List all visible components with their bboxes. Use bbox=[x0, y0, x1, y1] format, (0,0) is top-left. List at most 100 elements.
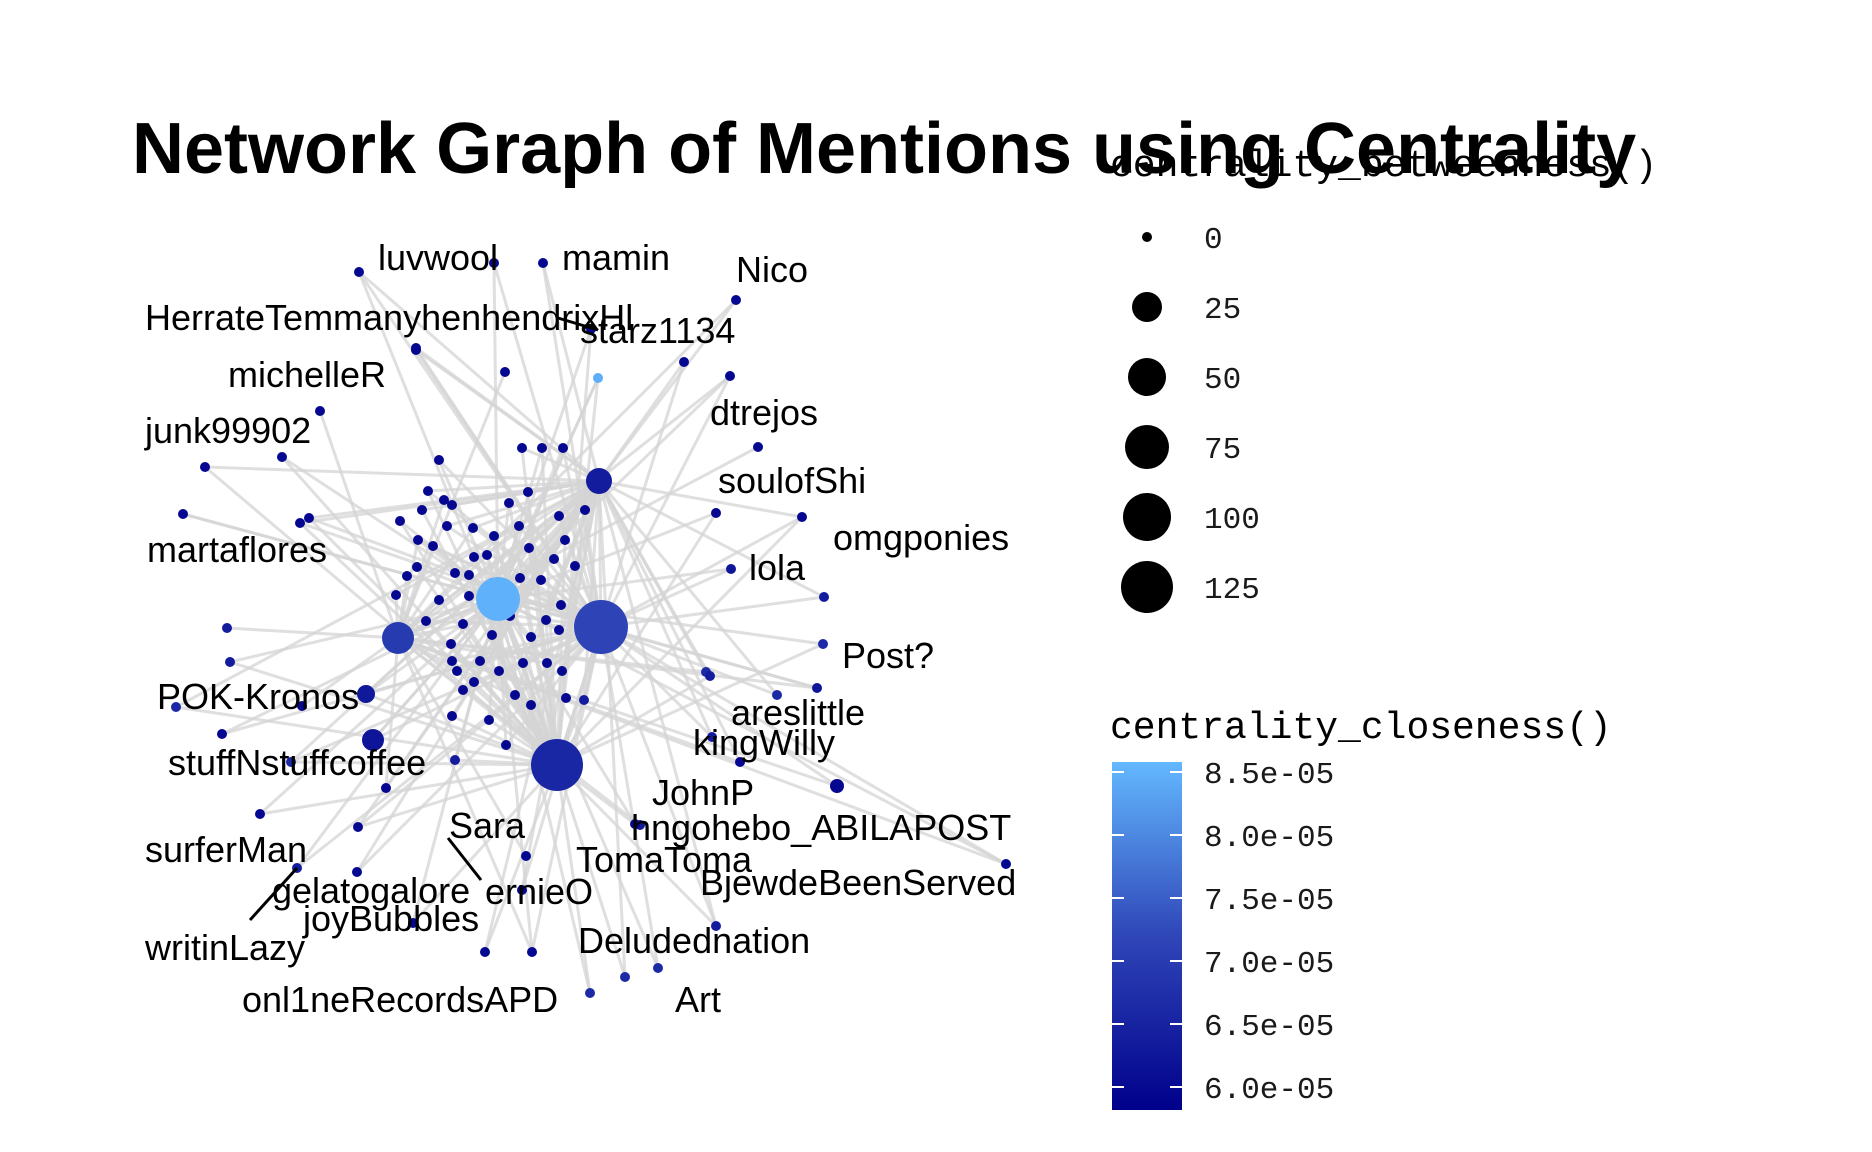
edge-139 bbox=[396, 527, 475, 639]
edge-140 bbox=[472, 479, 600, 530]
edge-95 bbox=[599, 626, 718, 927]
colorbar-label-4: 6.5e-05 bbox=[1204, 1010, 1334, 1045]
edge-242 bbox=[461, 480, 601, 691]
node-label-8: soulofShi bbox=[718, 460, 866, 501]
node-113 bbox=[524, 543, 534, 553]
node-88 bbox=[494, 666, 504, 676]
node-60 bbox=[1001, 859, 1011, 869]
edge-56 bbox=[597, 480, 779, 696]
size-key-label-5: 125 bbox=[1204, 573, 1260, 608]
edge-159 bbox=[518, 577, 559, 766]
edge-244 bbox=[461, 623, 559, 766]
node-label-7: junk99902 bbox=[144, 410, 311, 451]
node-37 bbox=[297, 701, 307, 711]
node-115 bbox=[554, 625, 564, 635]
node-24 bbox=[797, 512, 807, 522]
edge-255 bbox=[365, 597, 499, 696]
colorbar-label-3: 7.0e-05 bbox=[1204, 947, 1334, 982]
node-116 bbox=[580, 505, 590, 515]
node-label-3: HerrateTemmanyhenhendrixHl bbox=[145, 297, 633, 338]
node-9 bbox=[354, 267, 364, 277]
edge-115 bbox=[600, 625, 1007, 866]
node-51 bbox=[711, 921, 721, 931]
node-label-14: areslittle bbox=[731, 692, 865, 733]
node-107 bbox=[402, 571, 412, 581]
node-label-25: joyBubbles bbox=[302, 898, 479, 939]
node-label-1: mamin bbox=[562, 237, 670, 278]
edge-97 bbox=[555, 763, 718, 928]
node-22 bbox=[753, 442, 763, 452]
node-71 bbox=[447, 500, 457, 510]
closeness-legend-title: centrality_closeness() bbox=[1110, 707, 1612, 750]
node-30 bbox=[812, 683, 822, 693]
node-68 bbox=[395, 516, 405, 526]
node-53 bbox=[630, 819, 640, 829]
node-label-5: michelleR bbox=[228, 354, 386, 395]
node-3 bbox=[531, 739, 583, 791]
node-64 bbox=[517, 443, 527, 453]
node-123 bbox=[458, 619, 468, 629]
node-49 bbox=[620, 972, 630, 982]
node-77 bbox=[549, 554, 559, 564]
size-key-0 bbox=[1142, 232, 1152, 242]
edge-209 bbox=[396, 545, 435, 639]
node-label-15: kingWilly bbox=[693, 722, 835, 763]
node-84 bbox=[475, 656, 485, 666]
edge-101 bbox=[582, 480, 601, 701]
edge-248 bbox=[496, 598, 559, 766]
leader-line-1 bbox=[446, 837, 483, 881]
node-label-27: Deludednation bbox=[578, 920, 810, 961]
edge-85 bbox=[396, 637, 534, 953]
edge-256 bbox=[600, 625, 838, 788]
edge-169 bbox=[455, 480, 601, 672]
node-39 bbox=[353, 822, 363, 832]
node-110 bbox=[556, 600, 566, 610]
node-label-21: TomaToma bbox=[576, 839, 753, 880]
node-79 bbox=[541, 615, 551, 625]
edge-254 bbox=[371, 598, 500, 741]
node-33 bbox=[225, 657, 235, 667]
edge-94 bbox=[599, 626, 660, 969]
node-98 bbox=[412, 562, 422, 572]
node-63 bbox=[537, 443, 547, 453]
node-91 bbox=[557, 666, 567, 676]
node-57 bbox=[735, 757, 745, 767]
node-50 bbox=[653, 963, 663, 973]
node-34 bbox=[171, 702, 181, 712]
node-66 bbox=[423, 486, 433, 496]
node-label-9: omgponies bbox=[833, 517, 1009, 558]
node-0 bbox=[476, 577, 520, 621]
node-92 bbox=[561, 693, 571, 703]
node-86 bbox=[452, 666, 462, 676]
edge-253 bbox=[397, 479, 600, 640]
node-label-17: JohnP bbox=[652, 772, 754, 813]
node-23 bbox=[711, 508, 721, 518]
betweenness-legend: centrality_betweenness() 0 25 50 75 100 125 bbox=[1110, 145, 1657, 613]
node-12 bbox=[731, 295, 741, 305]
node-46 bbox=[517, 885, 527, 895]
chart-title: Network Graph of Mentions using Centrali… bbox=[132, 109, 1636, 189]
edge-44 bbox=[600, 595, 825, 629]
node-label-28: onl1neRecordsAPD bbox=[242, 979, 558, 1020]
size-key-2 bbox=[1128, 358, 1166, 396]
edge-211 bbox=[446, 479, 600, 528]
node-83 bbox=[487, 630, 497, 640]
edge-89 bbox=[555, 764, 592, 994]
edge-88 bbox=[396, 637, 528, 857]
colorbar-label-2: 7.5e-05 bbox=[1204, 884, 1334, 919]
node-89 bbox=[518, 658, 528, 668]
node-73 bbox=[504, 498, 514, 508]
edge-45 bbox=[598, 479, 825, 599]
edge-194 bbox=[454, 479, 600, 575]
node-19 bbox=[200, 462, 210, 472]
node-59 bbox=[446, 639, 456, 649]
node-29 bbox=[705, 671, 715, 681]
edge-26 bbox=[318, 410, 400, 639]
node-93 bbox=[484, 715, 494, 725]
node-100 bbox=[469, 552, 479, 562]
node-label-16: stuffNstuffcoffee bbox=[168, 742, 426, 783]
node-label-0: luvwool bbox=[378, 237, 498, 278]
size-key-label-3: 75 bbox=[1204, 433, 1241, 468]
node-54 bbox=[579, 695, 589, 705]
